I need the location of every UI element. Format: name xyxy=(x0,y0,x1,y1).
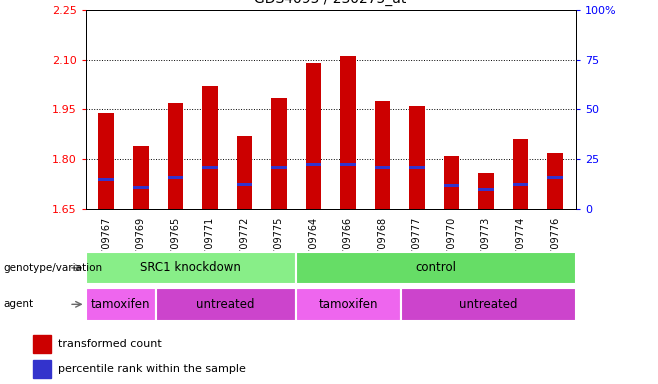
Bar xyxy=(409,166,424,169)
Bar xyxy=(295,252,576,284)
Bar xyxy=(86,252,295,284)
Text: SRC1 knockdown: SRC1 knockdown xyxy=(140,262,241,274)
Bar xyxy=(202,166,218,169)
Bar xyxy=(86,288,155,321)
Bar xyxy=(168,103,183,209)
Text: transformed count: transformed count xyxy=(59,339,162,349)
Bar xyxy=(547,153,563,209)
Text: tamoxifen: tamoxifen xyxy=(318,298,378,311)
Bar xyxy=(133,146,149,209)
Text: control: control xyxy=(415,262,456,274)
Text: untreated: untreated xyxy=(196,298,255,311)
Bar xyxy=(374,166,390,169)
Bar xyxy=(155,288,295,321)
Bar xyxy=(401,288,576,321)
Bar xyxy=(478,173,494,209)
Bar xyxy=(271,166,287,169)
Text: agent: agent xyxy=(3,299,34,310)
Bar xyxy=(305,163,321,166)
Bar xyxy=(340,56,356,209)
Bar xyxy=(443,184,459,187)
Bar xyxy=(513,183,528,186)
Text: genotype/variation: genotype/variation xyxy=(3,263,103,273)
Bar xyxy=(409,106,424,209)
Bar xyxy=(133,186,149,189)
Bar xyxy=(33,360,51,378)
Bar xyxy=(237,136,252,209)
Text: percentile rank within the sample: percentile rank within the sample xyxy=(59,364,246,374)
Title: GDS4095 / 230275_at: GDS4095 / 230275_at xyxy=(255,0,407,6)
Text: untreated: untreated xyxy=(459,298,517,311)
Bar xyxy=(99,178,114,181)
Bar xyxy=(547,176,563,179)
Bar xyxy=(443,156,459,209)
Bar xyxy=(202,86,218,209)
Bar xyxy=(374,101,390,209)
Bar xyxy=(237,183,252,186)
Bar xyxy=(340,163,356,166)
Bar xyxy=(271,98,287,209)
Bar xyxy=(295,288,401,321)
Bar xyxy=(513,139,528,209)
Bar xyxy=(168,176,183,179)
Bar xyxy=(305,63,321,209)
Bar xyxy=(99,113,114,209)
Bar xyxy=(478,188,494,191)
Text: tamoxifen: tamoxifen xyxy=(91,298,150,311)
Bar xyxy=(33,335,51,353)
